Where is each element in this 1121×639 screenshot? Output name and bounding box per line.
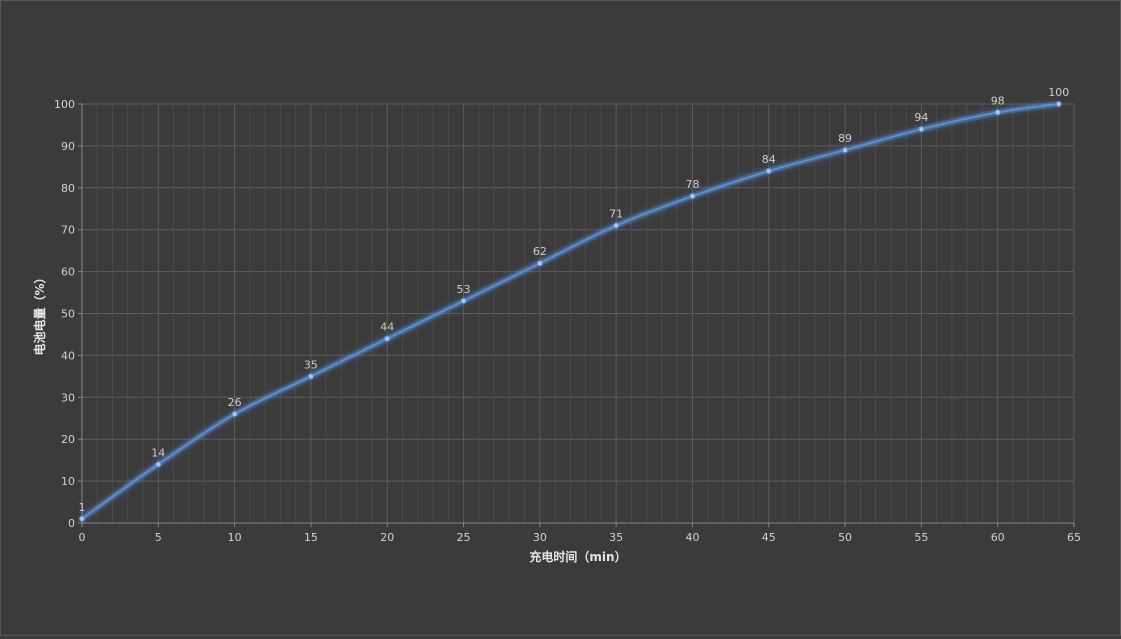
- y-tick-label: 90: [61, 140, 75, 153]
- data-label: 26: [228, 396, 242, 409]
- data-label: 71: [609, 208, 623, 221]
- x-tick-label: 25: [457, 531, 471, 544]
- x-tick-label: 15: [304, 531, 318, 544]
- major-gridlines: [81, 103, 1075, 524]
- y-tick-label: 80: [61, 182, 75, 195]
- x-tick-label: 40: [685, 531, 699, 544]
- data-label: 35: [304, 358, 318, 371]
- y-tick-label: 40: [61, 349, 75, 362]
- data-point: [231, 411, 238, 418]
- data-label: 62: [533, 245, 547, 258]
- x-tick-label: 55: [914, 531, 928, 544]
- x-tick-label: 10: [228, 531, 242, 544]
- series-group: [79, 101, 1062, 522]
- x-tick-label: 45: [762, 531, 776, 544]
- data-point: [1055, 101, 1062, 107]
- data-point: [689, 193, 696, 200]
- data-label: 100: [1048, 86, 1069, 99]
- x-tick-label: 5: [155, 531, 162, 544]
- y-tick-label: 10: [61, 475, 75, 488]
- data-point: [384, 335, 391, 342]
- data-label: 84: [762, 153, 776, 166]
- x-tick-label: 65: [1067, 531, 1081, 544]
- data-label: 94: [914, 111, 928, 124]
- x-tick-label: 20: [380, 531, 394, 544]
- data-point: [613, 222, 620, 229]
- data-label: 44: [380, 321, 394, 334]
- y-tick-label: 60: [61, 266, 75, 279]
- data-label: 78: [685, 178, 699, 191]
- data-point: [842, 147, 849, 154]
- x-tick-label: 0: [79, 531, 86, 544]
- y-tick-label: 0: [68, 517, 75, 530]
- x-tick-label: 50: [838, 531, 852, 544]
- y-tick-label: 70: [61, 224, 75, 237]
- data-point: [994, 109, 1001, 116]
- data-point: [307, 373, 314, 380]
- y-tick-label: 30: [61, 391, 75, 404]
- y-tick-labels: 0 10 20 30 40 50 60 70 80 90 100: [54, 98, 75, 530]
- data-point: [79, 515, 85, 522]
- x-tick-label: 30: [533, 531, 547, 544]
- data-point: [536, 260, 543, 267]
- x-tick-labels: 0 5 10 15 20 25 30 35 40 45 50 55 60 65: [79, 531, 1082, 544]
- data-point: [460, 297, 467, 304]
- data-label: 14: [151, 446, 165, 459]
- data-point: [918, 126, 925, 133]
- y-axis-title: 电池电量（%）: [32, 271, 47, 355]
- y-tick-label: 20: [61, 433, 75, 446]
- y-tick-label: 50: [61, 308, 75, 321]
- data-label: 98: [991, 94, 1005, 107]
- data-point: [155, 461, 162, 468]
- x-tick-label: 60: [991, 531, 1005, 544]
- x-axis-title: 充电时间（min）: [529, 549, 626, 564]
- data-label: 89: [838, 132, 852, 145]
- y-tick-label: 100: [54, 98, 75, 111]
- x-tick-label: 35: [609, 531, 623, 544]
- data-label: 1: [79, 501, 86, 514]
- data-label: 53: [457, 283, 471, 296]
- axes: [78, 103, 1075, 527]
- data-point: [765, 168, 772, 175]
- data-labels: 1 14 26 35 44 53 62 71 78 84 89 94 98 100: [79, 86, 1070, 514]
